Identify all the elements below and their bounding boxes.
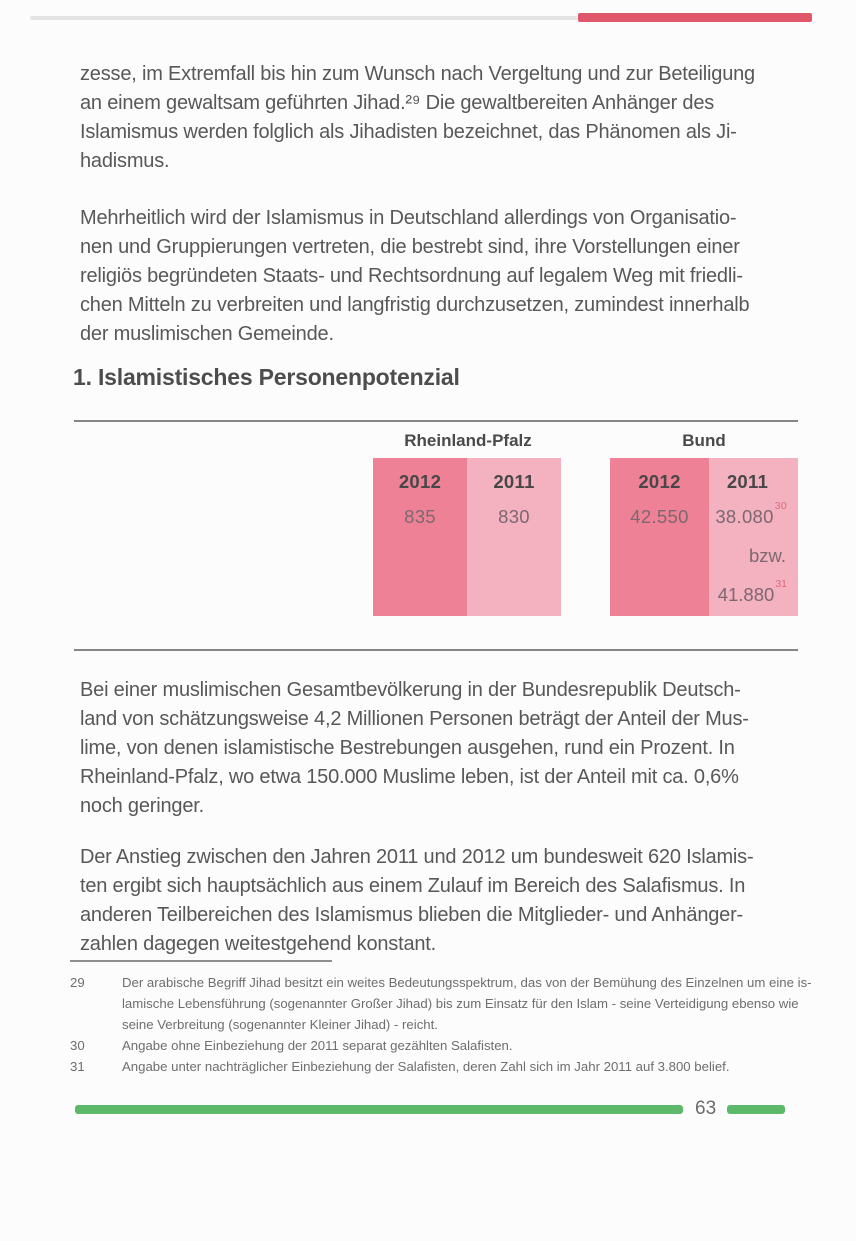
footnote-row: 31 Angabe unter nachträglicher Einbezieh… bbox=[70, 1056, 810, 1077]
value-text: 38.080 bbox=[715, 506, 774, 527]
table-group-label-bund: Bund bbox=[682, 431, 726, 450]
text-line: Rheinland-Pfalz, wo etwa 150.000 Muslime… bbox=[80, 766, 739, 788]
section-heading: 1. Islamistisches Personenpotenzial bbox=[73, 364, 460, 390]
text-line: Angabe unter nachträglicher Einbeziehung… bbox=[122, 1059, 730, 1074]
table-group-rheinland-pfalz: 2012 835 2011 830 bbox=[373, 458, 561, 616]
text-line: land von schätzungsweise 4,2 Millionen P… bbox=[80, 708, 749, 730]
page-number: 63 bbox=[695, 1098, 717, 1119]
footnote-separator-rule bbox=[70, 960, 332, 962]
value-cell: 42.550 bbox=[630, 506, 689, 527]
text-line: nen und Gruppierungen vertreten, die bes… bbox=[80, 236, 740, 258]
text-line: lime, von denen islamistische Bestrebung… bbox=[80, 737, 735, 759]
body-paragraph-2: Mehrheitlich wird der Islamismus in Deut… bbox=[80, 204, 750, 349]
value-cell: 835 bbox=[404, 506, 436, 527]
text-line: seine Verbreitung (sogenannter Kleiner J… bbox=[122, 1017, 438, 1032]
body-paragraph-3: Bei einer muslimischen Gesamtbevölkerung… bbox=[80, 676, 749, 821]
text-line: lamische Lebensführung (sogenannter Groß… bbox=[122, 996, 799, 1011]
footnote-text: Angabe ohne Einbeziehung der 2011 separa… bbox=[122, 1035, 513, 1056]
page-footer: 63 bbox=[75, 1097, 786, 1121]
rlp-column-2012: 2012 835 bbox=[373, 458, 467, 616]
text-line: ten ergibt sich hauptsächlich aus einem … bbox=[80, 875, 746, 897]
text-line: zesse, im Extremfall bis hin zum Wunsch … bbox=[80, 63, 755, 85]
footnote-row: 29 Der arabische Begriff Jihad besitzt e… bbox=[70, 972, 812, 1035]
text-line: Mehrheitlich wird der Islamismus in Deut… bbox=[80, 207, 737, 229]
text-line: an einem gewaltsam geführten Jihad.²⁹ Di… bbox=[80, 92, 715, 114]
top-accent-bar bbox=[578, 13, 812, 22]
value-cell-bzw: bzw. bbox=[748, 545, 786, 566]
text-line: Bei einer muslimischen Gesamtbevölkerung… bbox=[80, 679, 741, 701]
text-line: noch geringer. bbox=[80, 795, 204, 817]
value-cell: 41.88031 bbox=[709, 578, 787, 606]
text-line: Der arabische Begriff Jihad besitzt ein … bbox=[122, 975, 812, 990]
text-line: Der Anstieg zwischen den Jahren 2011 und… bbox=[80, 846, 754, 868]
footnote-block: 29 Der arabische Begriff Jihad besitzt e… bbox=[70, 972, 812, 1077]
table-group-bund: 2012 42.550 2011 38.08030 bzw. 41.88031 bbox=[610, 458, 798, 616]
text-line: Islamismus werden folglich als Jihadiste… bbox=[80, 121, 737, 143]
value-cell: 38.08030 bbox=[709, 500, 786, 528]
text-line: religiös begründeten Staats- und Rechtso… bbox=[80, 265, 743, 287]
value-cell: 830 bbox=[498, 506, 530, 527]
footnote-marker-30: 30 bbox=[774, 499, 787, 512]
rule-below-table bbox=[74, 649, 798, 651]
value-text: 41.880 bbox=[717, 584, 775, 605]
text-line: chen Mitteln zu verbreiten und langfrist… bbox=[80, 294, 750, 316]
text-line: der muslimischen Gemeinde. bbox=[80, 323, 334, 345]
rlp-column-2011: 2011 830 bbox=[467, 458, 561, 616]
bund-column-2011: 2011 38.08030 bzw. 41.88031 bbox=[709, 458, 798, 616]
rule-above-table bbox=[74, 420, 798, 422]
footnote-row: 30 Angabe ohne Einbeziehung der 2011 sep… bbox=[70, 1035, 810, 1056]
footnote-number: 29 bbox=[70, 975, 85, 990]
body-paragraph-4: Der Anstieg zwischen den Jahren 2011 und… bbox=[80, 843, 754, 959]
table-group-label-rheinland-pfalz: Rheinland-Pfalz bbox=[404, 431, 532, 450]
footnote-text: Der arabische Begriff Jihad besitzt ein … bbox=[122, 972, 812, 1035]
footnote-text: Angabe unter nachträglicher Einbeziehung… bbox=[122, 1056, 730, 1077]
footnote-marker-31: 31 bbox=[775, 577, 787, 590]
text-line: Angabe ohne Einbeziehung der 2011 separa… bbox=[122, 1038, 513, 1053]
year-header: 2012 bbox=[638, 471, 681, 492]
footnote-number: 30 bbox=[70, 1038, 85, 1053]
footnote-number: 31 bbox=[70, 1059, 85, 1074]
text-line: zahlen dagegen weitestgehend konstant. bbox=[80, 933, 437, 955]
footer-green-bar bbox=[75, 1104, 683, 1114]
body-paragraph-1: zesse, im Extremfall bis hin zum Wunsch … bbox=[80, 60, 755, 176]
bund-column-2012: 2012 42.550 bbox=[610, 458, 709, 616]
text-line: hadismus. bbox=[80, 150, 170, 172]
year-header: 2012 bbox=[398, 471, 442, 492]
top-divider-line bbox=[30, 16, 578, 20]
year-header: 2011 bbox=[493, 471, 535, 492]
footer-green-bar-short bbox=[727, 1104, 786, 1114]
year-header: 2011 bbox=[726, 471, 769, 492]
text-line: anderen Teilbereichen des Islamismus bli… bbox=[80, 904, 744, 926]
